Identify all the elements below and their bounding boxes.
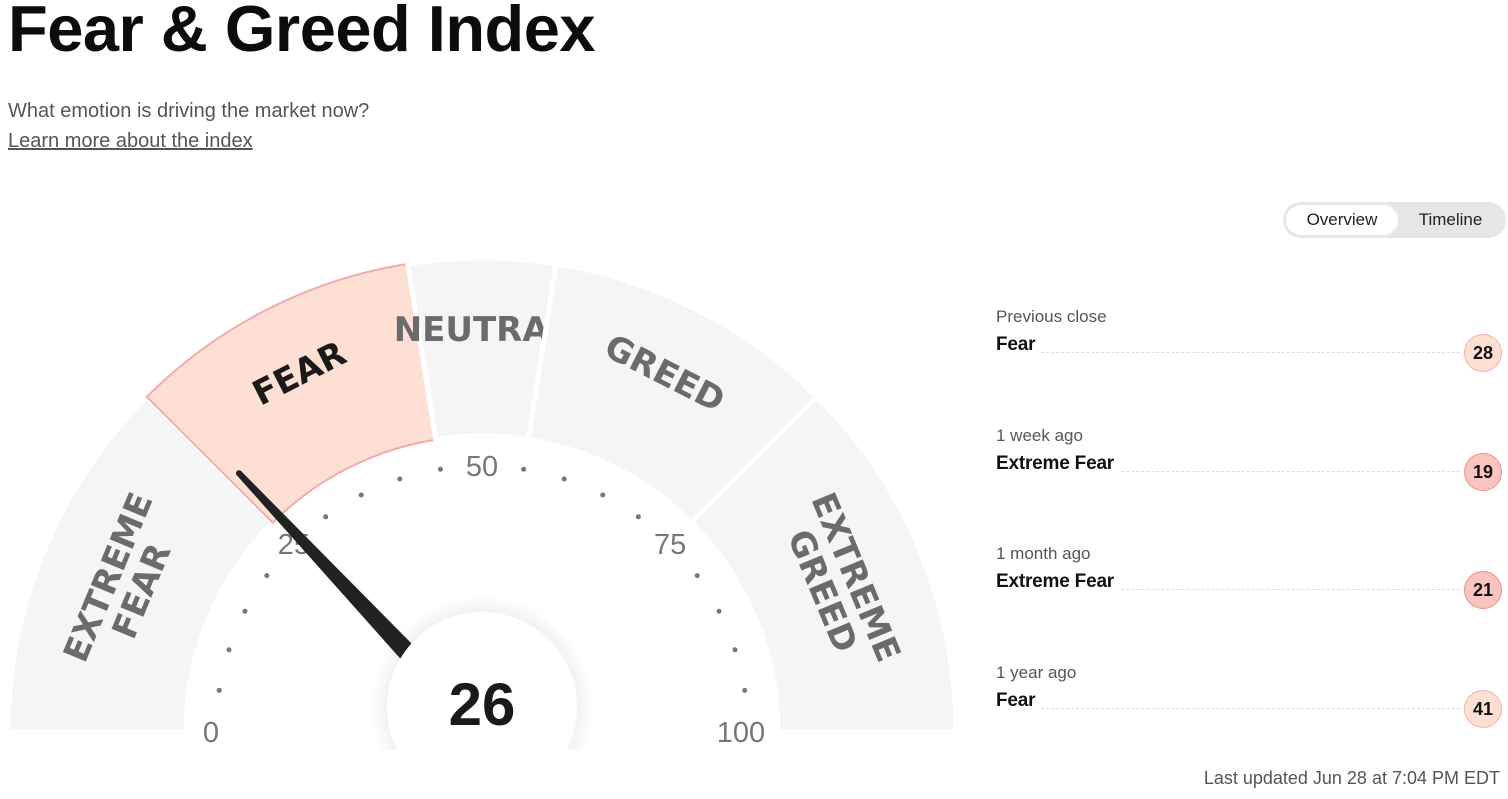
history-label: 1 week ago (996, 426, 1083, 445)
learn-more-link[interactable]: Learn more about the index (8, 130, 253, 152)
page-title: Fear & Greed Index (8, 0, 596, 65)
page-subtitle: What emotion is driving the market now? (8, 100, 370, 122)
history-label: 1 year ago (996, 663, 1077, 682)
gauge-segment-label: NEUTRAL (394, 310, 571, 350)
dotted-leader (996, 352, 1460, 353)
gauge-tick-dot (437, 466, 443, 472)
history-status: Fear (996, 333, 1042, 357)
gauge-tick-dot (242, 608, 248, 614)
last-updated: Last updated Jun 28 at 7:04 PM EDT (1203, 768, 1500, 788)
history-status: Extreme Fear (996, 570, 1121, 594)
dotted-leader (996, 589, 1460, 590)
gauge-tick-dot (561, 476, 567, 482)
history-item-1-year: 1 year ago Fear 41 (996, 662, 1502, 732)
gauge-tick-dot (264, 573, 270, 579)
gauge-scale-label: 50 (466, 451, 498, 483)
gauge-tick-dot (226, 647, 232, 653)
tab-overview[interactable]: Overview (1286, 205, 1398, 235)
dotted-leader (996, 471, 1460, 472)
history-item-previous-close: Previous close Fear 28 (996, 306, 1502, 376)
gauge-value: 26 (449, 671, 516, 738)
gauge-center-disc (387, 612, 577, 750)
history-status: Fear (996, 689, 1042, 713)
history-status: Extreme Fear (996, 452, 1121, 476)
history-label: Previous close (996, 307, 1107, 326)
history-item-1-month: 1 month ago Extreme Fear 21 (996, 543, 1502, 613)
gauge-tick-dot (323, 514, 329, 520)
gauge-scale-label: 100 (717, 717, 765, 749)
gauge-tick-dot (358, 492, 364, 498)
gauge-tick-dot (742, 687, 748, 693)
history-value-badge: 19 (1464, 453, 1502, 491)
gauge-scale-label: 0 (203, 717, 219, 749)
gauge-tick-dot (397, 476, 403, 482)
gauge-tick-dot (521, 466, 527, 472)
history-value-badge: 21 (1464, 571, 1502, 609)
gauge-tick-dot (716, 608, 722, 614)
view-toggle: Overview Timeline (1283, 202, 1506, 238)
gauge-tick-dot (694, 573, 700, 579)
gauge-tick-dot (600, 492, 606, 498)
gauge-segment (687, 393, 959, 735)
gauge-tick-dot (732, 647, 738, 653)
gauge-scale-label: 75 (654, 529, 686, 561)
tab-timeline[interactable]: Timeline (1418, 210, 1483, 229)
gauge-tick-dot (635, 514, 641, 520)
history-item-1-week: 1 week ago Extreme Fear 19 (996, 425, 1502, 495)
gauge-tick-dot (216, 687, 222, 693)
history-label: 1 month ago (996, 544, 1091, 563)
history-value-badge: 41 (1464, 690, 1502, 728)
dotted-leader (996, 708, 1460, 709)
gauge-needle-tip (235, 470, 242, 477)
history-value-badge: 28 (1464, 334, 1502, 372)
